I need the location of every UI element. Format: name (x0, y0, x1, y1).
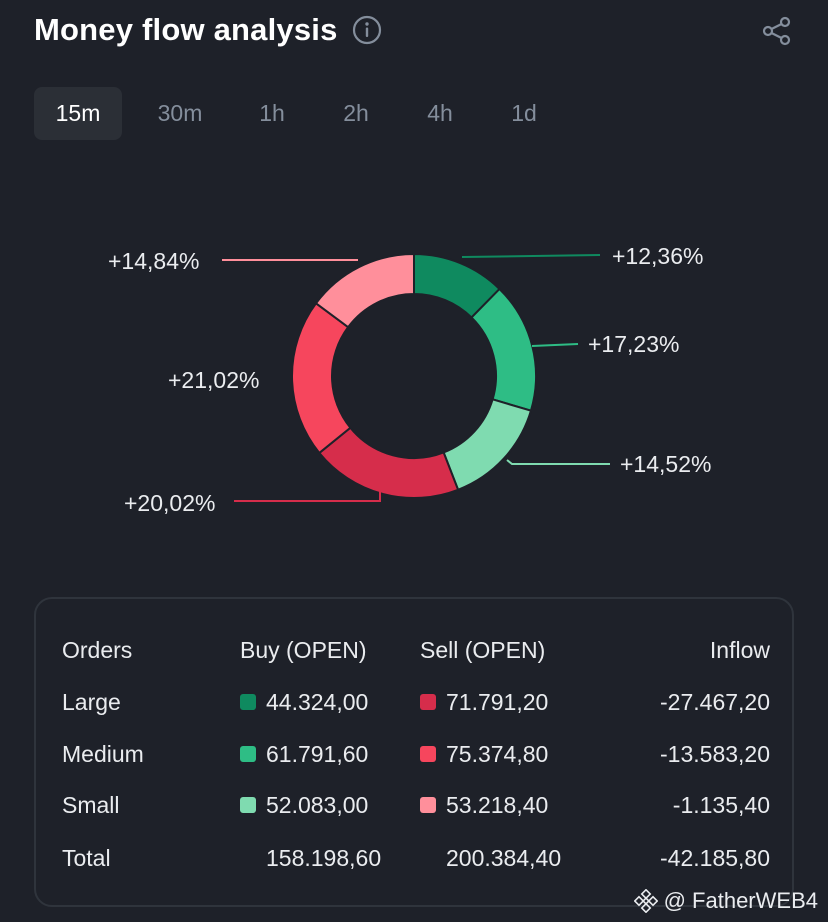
donut-slice-small-buy (442, 398, 533, 492)
pct-label-small-sell: +14,84% (108, 248, 200, 274)
binance-logo-icon (633, 889, 658, 913)
header-inflow: Inflow (709, 636, 770, 663)
header-orders: Orders (62, 636, 133, 663)
pct-label-large-buy: +12,36% (612, 243, 704, 269)
timeframe-tabs: 15m 30m 1h 2h 4h 1d (34, 87, 574, 140)
row-label: Medium (62, 740, 144, 767)
tab-4h[interactable]: 4h (427, 100, 453, 126)
tab-30m[interactable]: 30m (157, 100, 203, 126)
buy-value: 61.791,60 (266, 740, 369, 767)
sell-total: 200.384,40 (446, 844, 562, 871)
sell-color-swatch (420, 694, 436, 710)
table-row-total: Total 158.198,60 200.384,40 -42.185,80 (62, 843, 770, 873)
table-row-medium: Medium 61.791,60 75.374,80 -13.583,20 (62, 739, 770, 769)
donut-slice-medium-buy (470, 287, 537, 412)
donut-slice-small-sell (314, 252, 415, 329)
watermark: @ FatherWEB4 (633, 888, 818, 914)
inflow-value: -27.467,20 (660, 688, 770, 715)
tab-1h[interactable]: 1h (259, 100, 285, 126)
table-header-row: Orders Buy (OPEN) Sell (OPEN) Inflow (62, 635, 770, 665)
tab-2h[interactable]: 2h (343, 100, 369, 126)
inflow-value: -13.583,20 (660, 740, 770, 767)
info-circle-icon[interactable] (352, 15, 382, 45)
tab-15m[interactable]: 15m (34, 87, 122, 140)
watermark-text: @ FatherWEB4 (663, 888, 818, 913)
sell-color-swatch (420, 797, 436, 813)
leader-large-sell (234, 490, 381, 502)
buy-value: 52.083,00 (266, 791, 369, 818)
donut-slice-medium-sell (291, 301, 352, 455)
pct-label-medium-sell: +21,02% (168, 367, 260, 393)
sell-value: 53.218,40 (446, 791, 549, 818)
header-buy: Buy (OPEN) (240, 636, 367, 663)
row-label: Small (62, 791, 120, 818)
buy-color-swatch (240, 746, 256, 762)
sell-value: 75.374,80 (446, 740, 549, 767)
buy-color-swatch (240, 797, 256, 813)
buy-value: 44.324,00 (266, 688, 369, 715)
table-row-large: Large 44.324,00 71.791,20 -27.467,20 (62, 687, 770, 717)
pct-label-large-sell: +20,02% (124, 490, 216, 516)
inflow-value: -1.135,40 (672, 791, 770, 818)
sell-value: 71.791,20 (446, 688, 549, 715)
orders-table-panel: Orders Buy (OPEN) Sell (OPEN) Inflow Lar… (34, 597, 794, 907)
inflow-total: -42.185,80 (660, 844, 770, 871)
row-label: Large (62, 688, 121, 715)
donut-svg (222, 252, 610, 502)
donut-slice-large-sell (317, 426, 460, 499)
header: Money flow analysis (34, 8, 794, 52)
row-label: Total (62, 844, 111, 871)
leader-small-buy (506, 459, 610, 465)
table-row-small: Small 52.083,00 53.218,40 -1.135,40 (62, 790, 770, 820)
share-icon[interactable] (760, 14, 794, 48)
pct-label-small-buy: +14,52% (620, 451, 712, 477)
sell-color-swatch (420, 746, 436, 762)
page-title: Money flow analysis (34, 12, 338, 47)
pct-label-medium-buy: +17,23% (588, 331, 680, 357)
leader-large-buy (461, 254, 601, 258)
header-sell: Sell (OPEN) (420, 636, 546, 663)
buy-total: 158.198,60 (266, 844, 382, 871)
tab-1d[interactable]: 1d (511, 100, 537, 126)
buy-color-swatch (240, 694, 256, 710)
leader-medium-buy (531, 343, 579, 347)
donut-chart: +12,36% +17,23% +14,52% +20,02% +21,02% … (0, 160, 828, 580)
